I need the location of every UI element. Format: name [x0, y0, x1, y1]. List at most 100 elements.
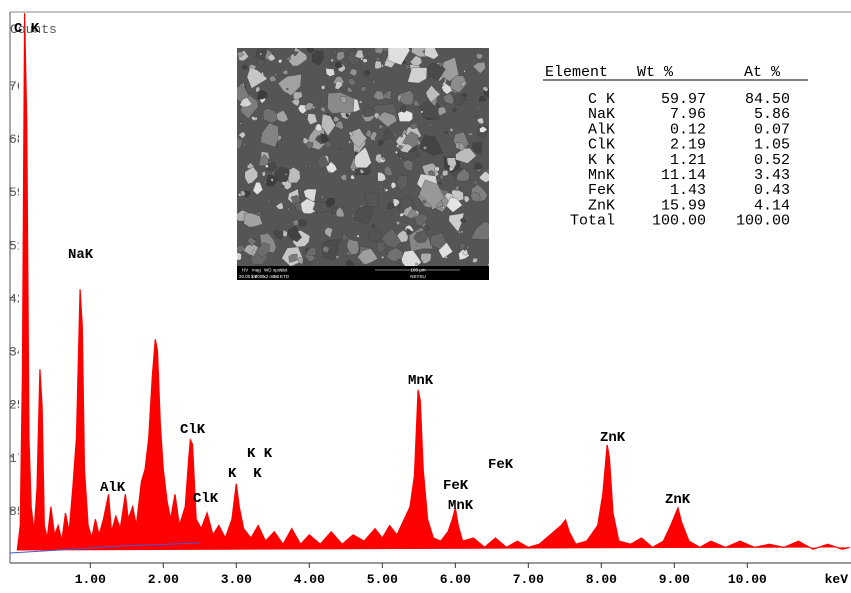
particle — [449, 75, 468, 93]
table-cell: C K — [588, 91, 615, 108]
particle — [335, 206, 345, 218]
particle — [237, 137, 243, 150]
lab-label: NSYSU — [410, 274, 426, 279]
particle — [368, 228, 383, 243]
particle — [349, 68, 358, 77]
particle — [305, 218, 309, 222]
particle — [255, 86, 261, 93]
particle — [359, 168, 364, 174]
x-tick-label: 5.00 — [367, 572, 398, 587]
particle — [460, 230, 464, 234]
table-cell: 5.86 — [754, 106, 790, 123]
particle — [402, 131, 419, 148]
particle — [419, 135, 443, 156]
particle — [267, 53, 276, 62]
table-cell: 0.43 — [754, 182, 790, 199]
particle — [399, 90, 414, 106]
particle — [462, 93, 467, 98]
particle — [238, 131, 246, 139]
particle — [271, 171, 275, 175]
particle — [302, 257, 311, 265]
particle — [400, 134, 403, 138]
table-cell: ClK — [588, 137, 615, 154]
particle — [304, 102, 314, 111]
particle — [482, 86, 489, 92]
particle — [396, 258, 402, 265]
particle — [418, 179, 445, 209]
particle — [378, 139, 384, 146]
particle — [297, 257, 305, 265]
particle — [338, 147, 341, 151]
table-cell: 84.50 — [745, 91, 790, 108]
background-fit — [9, 542, 201, 554]
particle — [376, 57, 380, 61]
particle — [277, 134, 282, 140]
particle — [330, 58, 334, 63]
table-cell: 3.43 — [754, 167, 790, 184]
y-tick-label: 510 — [9, 238, 32, 253]
particle — [371, 223, 376, 229]
y-tick-label: 425 — [9, 291, 32, 306]
table-cell: 0.07 — [754, 121, 790, 138]
particle — [472, 257, 478, 264]
table-header: At % — [744, 64, 781, 81]
particle — [347, 78, 357, 86]
sem-value: 1 000 x — [251, 274, 267, 279]
x-tick-label: 10.00 — [728, 572, 767, 587]
peak-label: FeK — [488, 457, 514, 473]
particle — [383, 128, 393, 141]
particle — [415, 244, 418, 247]
particle — [458, 231, 461, 235]
peak-label: K K — [228, 466, 262, 482]
particle — [397, 109, 413, 122]
y-tick-label: 680 — [9, 132, 32, 147]
particle — [336, 51, 345, 61]
particle — [325, 68, 335, 77]
particle — [345, 251, 352, 256]
particle — [258, 154, 270, 167]
particle — [274, 73, 278, 77]
particle — [449, 128, 454, 133]
particle — [384, 188, 389, 192]
particle — [321, 113, 336, 137]
peak-label: ClK — [180, 422, 206, 438]
particle — [381, 228, 402, 249]
particle — [455, 168, 470, 182]
x-tick-label: 8.00 — [586, 572, 617, 587]
particle — [472, 62, 486, 74]
x-tick-label: 3.00 — [221, 572, 252, 587]
particle — [247, 237, 257, 247]
particle — [257, 58, 265, 67]
particle — [275, 143, 279, 148]
particle — [285, 56, 292, 61]
particle — [474, 180, 478, 185]
sem-value: ETD — [280, 274, 290, 279]
particle — [324, 140, 333, 149]
peak-label: FeK — [443, 478, 469, 494]
table-cell: Total — [570, 213, 615, 230]
particle — [363, 106, 375, 117]
particle — [240, 108, 242, 112]
particle — [460, 217, 467, 224]
y-tick-label: 85 — [9, 504, 25, 519]
particle — [354, 146, 372, 169]
particle — [393, 133, 397, 137]
particle — [378, 124, 384, 130]
sem-value: 20.00 kV — [239, 274, 257, 279]
particle — [409, 55, 423, 67]
particle — [293, 219, 299, 226]
table-cell: 100.00 — [736, 213, 790, 230]
particle — [362, 58, 368, 63]
table-cell: MnK — [588, 167, 615, 184]
table-cell: 1.05 — [754, 137, 790, 154]
particle — [359, 100, 363, 104]
particle — [486, 63, 489, 67]
particle — [320, 132, 330, 145]
particle — [324, 227, 334, 238]
particle — [346, 238, 360, 256]
table-cell: 15.99 — [661, 197, 706, 214]
particle — [357, 248, 379, 265]
particle — [443, 93, 455, 105]
particle — [277, 74, 302, 96]
particle — [334, 120, 344, 130]
